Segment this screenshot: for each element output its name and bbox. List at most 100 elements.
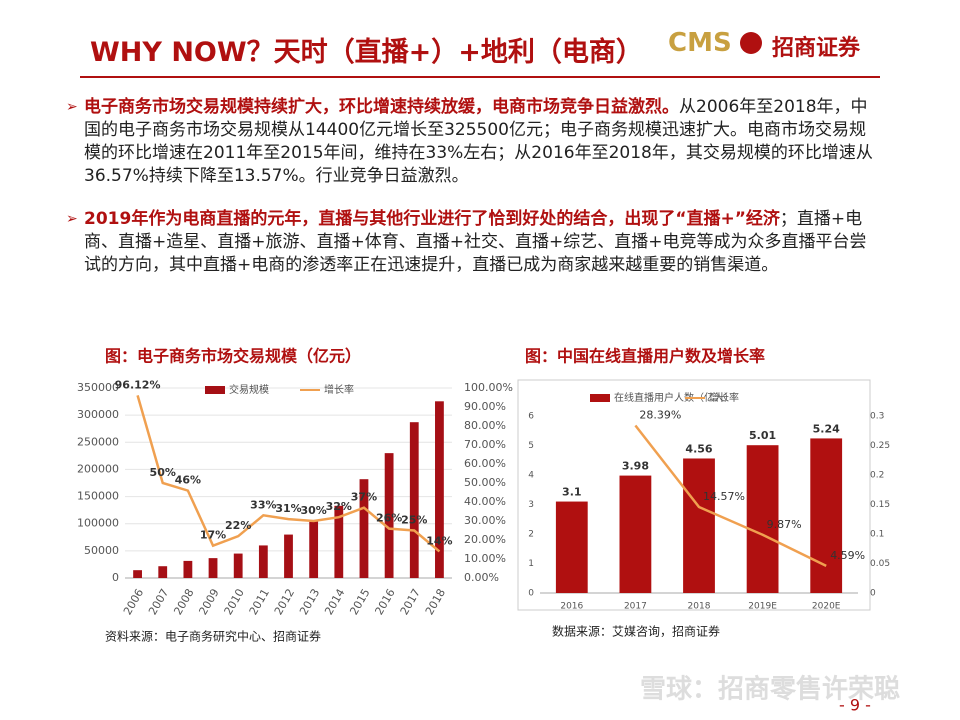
data-label: 4.56 <box>685 442 712 455</box>
chart-source: 资料来源：电子商务研究中心、招商证券 <box>105 629 321 644</box>
bar <box>233 553 243 578</box>
logo-cn: 招商证券 <box>772 36 861 61</box>
legend-label: 交易规模 <box>229 383 269 396</box>
y-tick-label: 1 <box>528 559 534 569</box>
data-label: 28.39% <box>639 408 681 421</box>
legend-label: 增长率 <box>709 391 739 404</box>
y-tick-label: 3 <box>528 500 534 510</box>
chart-source: 数据来源：艾媒咨询，招商证券 <box>552 624 720 639</box>
chart-title: 图：电子商务市场交易规模（亿元） <box>105 347 361 366</box>
bullet-bold: 2019年作为电商直播的元年，直播与其他行业进行了恰到好处的结合，出现了“直播+… <box>84 209 780 229</box>
y2-tick-label: 100.00% <box>464 381 513 394</box>
x-tick-label: 2017 <box>398 587 423 618</box>
bar <box>158 566 168 578</box>
legend-swatch <box>205 386 225 394</box>
y2-tick-label: 10.00% <box>464 552 506 565</box>
data-label: 9.87% <box>767 518 802 531</box>
x-tick-label: 2010 <box>222 587 247 618</box>
line <box>136 395 441 553</box>
bar <box>384 453 394 578</box>
y-tick-label: 100000 <box>77 517 119 530</box>
x-tick-label: 2012 <box>272 587 297 618</box>
data-label: 46% <box>175 474 201 487</box>
bar <box>208 558 218 578</box>
data-label: 5.24 <box>813 422 840 435</box>
x-tick-label: 2013 <box>297 587 322 618</box>
data-label: 3.98 <box>622 460 649 473</box>
x-tick-label: 2011 <box>247 587 272 618</box>
y2-tick-label: 70.00% <box>464 438 506 451</box>
data-label: 3.1 <box>562 486 582 499</box>
x-tick-label: 2008 <box>171 587 196 618</box>
chart-frame <box>517 379 871 611</box>
y-tick-label: 5 <box>528 441 534 451</box>
y-tick-label: 0 <box>112 571 119 584</box>
bar <box>133 570 142 578</box>
y2-tick-label: 50.00% <box>464 476 506 489</box>
bullet: ➢ 2019年作为电商直播的元年，直播与其他行业进行了恰到好处的结合，出现了“直播… <box>66 208 874 277</box>
slide-title: WHY NOW？天时（直播+）+地利（电商） <box>90 37 643 68</box>
x-tick-label: 2017 <box>624 602 647 612</box>
title-rule <box>80 76 880 78</box>
y-tick-label: 200000 <box>77 462 119 475</box>
data-label: 96.12% <box>115 378 161 391</box>
y-tick-label: 50000 <box>84 544 119 557</box>
data-label: 26% <box>376 512 402 525</box>
y2-tick-label: 90.00% <box>464 400 506 413</box>
bar <box>409 422 419 578</box>
x-tick-label: 2018 <box>423 587 448 618</box>
logo-icon <box>740 32 762 54</box>
legend-swatch <box>590 394 610 402</box>
y-tick-label: 0 <box>528 589 534 599</box>
legend-label: 在线直播用户人数（亿人） <box>614 391 734 404</box>
y2-tick-label: 0.1 <box>870 530 884 540</box>
y2-tick-label: 20.00% <box>464 533 506 546</box>
y-tick-label: 6 <box>528 412 534 422</box>
y2-tick-label: 0.2 <box>870 471 884 481</box>
data-label: 4.59% <box>830 549 865 562</box>
bullet: ➢ 电子商务市场交易规模持续扩大，环比增速持续放缓，电商市场竞争日益激烈。从200… <box>66 96 874 188</box>
bar <box>183 560 193 578</box>
bar <box>359 479 369 578</box>
x-tick-label: 2015 <box>347 587 372 618</box>
x-tick-label: 2020E <box>812 602 841 612</box>
bar <box>435 401 444 578</box>
data-label: 14% <box>426 534 452 547</box>
bullet-text: ；直播+电商、直播+造星、直播+旅游、直播+体育、直播+社交、直播+综艺、直播+… <box>84 209 867 275</box>
y2-tick-label: 80.00% <box>464 419 506 432</box>
x-tick-label: 2016 <box>560 602 583 612</box>
bullet-arrow: ➢ <box>66 211 78 227</box>
bar <box>555 501 588 593</box>
chart-title: 图：中国在线直播用户数及增长率 <box>525 347 765 366</box>
y-tick-label: 250000 <box>77 435 119 448</box>
x-tick-label: 2016 <box>373 587 398 618</box>
data-label: 17% <box>200 529 226 542</box>
bar <box>746 445 779 593</box>
y2-tick-label: 40.00% <box>464 495 506 508</box>
bullet-bold: 电子商务市场交易规模持续扩大，环比增速持续放缓，电商市场竞争日益激烈。 <box>84 97 679 117</box>
data-label: 14.57% <box>703 490 745 503</box>
bar <box>334 505 344 578</box>
data-label: 37% <box>351 491 377 504</box>
y2-tick-label: 0.15 <box>870 500 890 510</box>
x-tick-label: 2009 <box>196 587 221 618</box>
bullet-arrow: ➢ <box>66 99 78 115</box>
y2-tick-label: 0.3 <box>870 412 884 422</box>
y-tick-label: 2 <box>528 530 534 540</box>
x-tick-label: 2006 <box>121 587 146 618</box>
data-label: 31% <box>275 502 301 515</box>
y-tick-label: 350000 <box>77 381 119 394</box>
page-number: - 9 - <box>839 696 871 715</box>
y-tick-label: 300000 <box>77 408 119 421</box>
y2-tick-label: 0.00% <box>464 571 499 584</box>
bar <box>619 475 652 593</box>
bar <box>284 534 293 578</box>
x-tick-label: 2019E <box>748 602 777 612</box>
y2-tick-label: 60.00% <box>464 457 506 470</box>
legend-label: 增长率 <box>324 383 354 396</box>
data-label: 5.01 <box>749 429 776 442</box>
y2-tick-label: 0.25 <box>870 441 890 451</box>
watermark: 雪球：招商零售许荣聪 <box>640 674 900 705</box>
x-tick-label: 2007 <box>146 587 171 618</box>
